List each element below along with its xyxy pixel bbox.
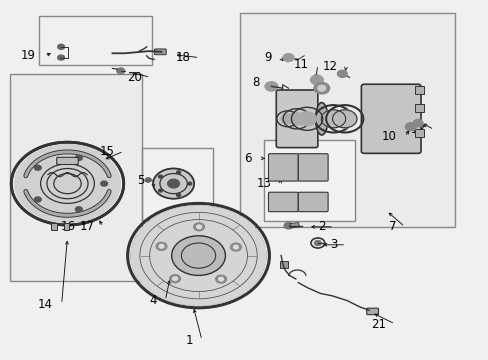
Circle shape — [159, 244, 163, 248]
Bar — [10, 74, 142, 281]
Circle shape — [233, 245, 238, 249]
Circle shape — [337, 70, 346, 77]
Text: 5: 5 — [137, 174, 144, 186]
Circle shape — [264, 82, 277, 91]
FancyBboxPatch shape — [268, 192, 298, 212]
Circle shape — [75, 156, 82, 161]
Circle shape — [193, 223, 204, 231]
Bar — [39, 16, 151, 65]
Circle shape — [332, 110, 356, 128]
Text: 18: 18 — [176, 51, 190, 64]
Circle shape — [230, 243, 241, 251]
Circle shape — [145, 178, 151, 182]
Bar — [280, 261, 287, 268]
Circle shape — [317, 85, 325, 91]
Circle shape — [176, 193, 180, 196]
Circle shape — [172, 277, 177, 280]
FancyBboxPatch shape — [361, 84, 420, 153]
Ellipse shape — [315, 103, 327, 135]
Text: 6: 6 — [244, 152, 251, 165]
Circle shape — [34, 197, 41, 202]
Circle shape — [215, 275, 226, 283]
Bar — [239, 13, 454, 227]
Circle shape — [158, 189, 162, 192]
Text: 21: 21 — [370, 318, 386, 330]
Circle shape — [58, 44, 64, 49]
Circle shape — [34, 165, 41, 170]
Bar — [142, 148, 212, 220]
Circle shape — [156, 242, 166, 250]
FancyBboxPatch shape — [298, 154, 327, 181]
Text: 12: 12 — [322, 60, 337, 73]
FancyBboxPatch shape — [57, 157, 78, 165]
FancyBboxPatch shape — [366, 308, 378, 315]
Circle shape — [297, 112, 316, 126]
Circle shape — [158, 175, 162, 178]
FancyBboxPatch shape — [276, 90, 317, 148]
Circle shape — [75, 207, 82, 212]
Circle shape — [15, 145, 120, 222]
Circle shape — [283, 54, 293, 62]
Circle shape — [167, 179, 179, 188]
Text: 11: 11 — [293, 58, 308, 71]
FancyBboxPatch shape — [154, 49, 166, 55]
Circle shape — [171, 236, 225, 275]
Circle shape — [405, 123, 415, 131]
FancyBboxPatch shape — [298, 192, 327, 212]
Text: 8: 8 — [251, 76, 259, 89]
Bar — [63, 223, 69, 230]
Text: 13: 13 — [256, 177, 271, 190]
Text: 9: 9 — [264, 51, 271, 64]
Text: 12: 12 — [409, 123, 425, 136]
Circle shape — [314, 240, 321, 246]
Bar — [414, 104, 424, 112]
Text: 2: 2 — [317, 220, 325, 233]
FancyBboxPatch shape — [268, 154, 298, 181]
Text: 3: 3 — [329, 238, 337, 251]
Text: 7: 7 — [388, 220, 395, 233]
Text: 17: 17 — [79, 220, 94, 233]
Circle shape — [310, 75, 323, 85]
Circle shape — [131, 206, 265, 305]
Bar — [414, 86, 424, 94]
Circle shape — [284, 222, 292, 229]
Text: 19: 19 — [20, 49, 36, 62]
Circle shape — [101, 181, 107, 186]
Circle shape — [169, 275, 180, 283]
Text: 1: 1 — [185, 334, 193, 347]
Text: 16: 16 — [61, 220, 76, 233]
Circle shape — [196, 225, 201, 229]
Circle shape — [412, 120, 422, 127]
Circle shape — [187, 182, 191, 185]
Text: 4: 4 — [149, 294, 156, 307]
Circle shape — [281, 114, 293, 123]
Circle shape — [176, 171, 180, 174]
Circle shape — [58, 55, 64, 60]
Circle shape — [153, 168, 194, 199]
Circle shape — [321, 110, 345, 128]
Circle shape — [288, 113, 305, 125]
Circle shape — [313, 82, 329, 94]
Bar — [414, 129, 424, 137]
Circle shape — [117, 68, 124, 74]
Bar — [289, 222, 299, 228]
Text: 10: 10 — [381, 130, 395, 143]
Text: 14: 14 — [38, 298, 53, 311]
Bar — [51, 223, 57, 230]
Circle shape — [218, 277, 223, 281]
Bar — [264, 140, 354, 221]
Text: 15: 15 — [100, 145, 115, 158]
Text: 20: 20 — [127, 71, 142, 84]
